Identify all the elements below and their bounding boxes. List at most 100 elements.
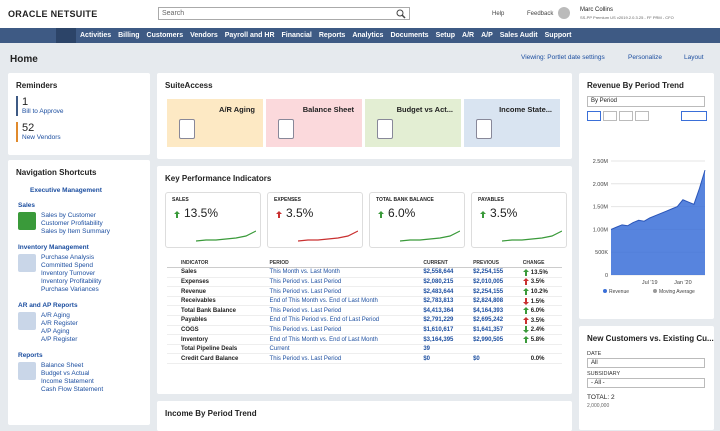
shortcut-top[interactable]: Executive Management bbox=[30, 187, 102, 194]
user-name[interactable]: Marc Collins bbox=[580, 7, 614, 13]
help[interactable]: Help bbox=[492, 11, 505, 17]
shortcut-link[interactable]: Sales by Customer bbox=[41, 212, 96, 219]
tile-icon bbox=[377, 119, 393, 139]
tile-label: A/R Aging bbox=[219, 105, 255, 114]
viewing[interactable]: Viewing: Portlet date settings bbox=[521, 54, 605, 61]
search-icon[interactable] bbox=[396, 9, 406, 19]
period[interactable]: This Period vs. Last Period bbox=[269, 307, 342, 314]
suite-tile[interactable]: Budget vs Act... bbox=[365, 99, 461, 147]
search-box[interactable]: Search bbox=[158, 7, 410, 20]
suite-tile[interactable]: Income State... bbox=[464, 99, 560, 147]
arrow-shape bbox=[522, 307, 529, 315]
change-arrow bbox=[276, 211, 282, 218]
nav-item[interactable]: Customers bbox=[146, 32, 184, 39]
nav-item[interactable]: Reports bbox=[318, 32, 346, 39]
feedback[interactable]: Feedback bbox=[527, 11, 554, 17]
nav-item[interactable]: Support bbox=[544, 32, 572, 39]
period[interactable]: This Period vs. Last Period bbox=[269, 326, 342, 333]
shortcut-link[interactable]: Inventory Turnover bbox=[41, 270, 96, 277]
tile-label: Budget vs Act... bbox=[396, 105, 453, 114]
nav-item[interactable]: Financial bbox=[281, 32, 312, 39]
reminder[interactable]: 52 New Vendors bbox=[16, 122, 150, 142]
reminder-label: Bill to Approve bbox=[22, 108, 64, 115]
shortcut-row: Purchase Analysis Committed Spend Inventor… bbox=[18, 254, 150, 294]
arrow-shape bbox=[174, 211, 180, 218]
shortcut-link[interactable]: Cash Flow Statement bbox=[41, 386, 104, 393]
chart-type-buttons bbox=[587, 111, 714, 121]
previous-value: $4,164,393 bbox=[473, 307, 504, 314]
previous-value: $2,254,155 bbox=[473, 288, 504, 295]
shortcut-link[interactable]: Sales by Item Summary bbox=[41, 228, 110, 235]
shortcut-link[interactable]: Budget vs Actual bbox=[41, 370, 90, 377]
shortcut-link[interactable]: Purchase Variances bbox=[41, 286, 99, 293]
shortcut-link[interactable]: Inventory Profitability bbox=[41, 278, 102, 285]
kpi-row: COGS This Period vs. Last Period $1,610,61… bbox=[167, 325, 562, 335]
nav-item[interactable]: Analytics bbox=[352, 32, 384, 39]
links: A/R Aging A/R Register A/P Aging A/P Regist… bbox=[41, 312, 78, 344]
shortcut-link[interactable]: Balance Sheet bbox=[41, 362, 84, 369]
period[interactable]: Current bbox=[269, 346, 290, 353]
nav-item[interactable]: Setup bbox=[435, 32, 456, 39]
nav-item[interactable]: A/P bbox=[481, 32, 493, 39]
period[interactable]: This Period vs. Last Period bbox=[269, 288, 342, 295]
subsidiary-select[interactable]: - All - bbox=[587, 378, 705, 388]
shortcut-link[interactable]: A/R Aging bbox=[41, 312, 70, 319]
suite-tile[interactable]: Balance Sheet bbox=[266, 99, 362, 147]
y-tick-label: 2.50M bbox=[593, 159, 609, 165]
period[interactable]: End of This Period vs. End of Last Perio… bbox=[269, 317, 380, 324]
period[interactable]: End of This Month vs. End of Last Month bbox=[269, 298, 378, 305]
reminder[interactable]: 1 Bill to Approve bbox=[16, 96, 150, 116]
revenue-chart: 0 500K 1.00M 1.50M 2.00M 2.50M Jul '19 Jan '20 R… bbox=[593, 159, 706, 295]
period[interactable]: This Period vs. Last Period bbox=[269, 355, 342, 362]
shortcut-link[interactable]: A/R Register bbox=[41, 320, 78, 327]
change bbox=[519, 344, 562, 354]
nav-item[interactable]: Billing bbox=[118, 32, 140, 39]
layout[interactable]: Layout bbox=[684, 54, 704, 61]
change: 2.4% bbox=[519, 325, 562, 335]
period-select[interactable]: By Period bbox=[587, 96, 705, 107]
nav-item[interactable]: Activities bbox=[80, 32, 112, 39]
legend-label: Moving Average bbox=[659, 289, 695, 295]
chart-type-button[interactable] bbox=[619, 111, 633, 121]
personalize[interactable]: Personalize bbox=[628, 54, 662, 61]
period[interactable]: End of This Month vs. End of Last Month bbox=[269, 336, 378, 343]
header: ORACLE NETSUITE Search Help Feedback Mar… bbox=[0, 0, 720, 28]
indicator: Credit Card Balance bbox=[181, 355, 239, 362]
tile-icon bbox=[476, 119, 492, 139]
period[interactable]: This Month vs. Last Month bbox=[269, 269, 340, 276]
links: Sales by Customer Customer Profitability S… bbox=[41, 212, 110, 236]
chart-type-button[interactable] bbox=[587, 111, 601, 121]
change-value: 0.0% bbox=[530, 355, 545, 362]
avatar[interactable] bbox=[558, 7, 570, 19]
chart-type-button[interactable] bbox=[681, 111, 707, 121]
date-select[interactable]: All bbox=[587, 358, 705, 368]
suite-tile[interactable]: A/R Aging bbox=[167, 99, 263, 147]
axis-top: 2,000,000 bbox=[587, 403, 610, 409]
kpi-panel: Key Performance Indicators SALES 13.5% EXPE… bbox=[157, 166, 572, 394]
shortcut-link[interactable]: A/P Aging bbox=[41, 328, 70, 335]
shortcut-link[interactable]: Committed Spend bbox=[41, 262, 94, 269]
nav-item[interactable]: Sales Audit bbox=[499, 32, 538, 39]
shortcut-row: A/R Aging A/R Register A/P Aging A/P Regist… bbox=[18, 312, 150, 344]
home-tab[interactable] bbox=[56, 28, 76, 43]
shortcut-link[interactable]: Purchase Analysis bbox=[41, 254, 95, 261]
nav-item[interactable]: Payroll and HR bbox=[224, 32, 275, 39]
shortcuts-panel: Navigation Shortcuts Executive Management… bbox=[8, 160, 150, 425]
table-header: INDICATOR PERIOD CURRENT PREVIOUS CHANGE bbox=[167, 258, 562, 268]
sparkline bbox=[298, 230, 358, 242]
sparkline-line bbox=[400, 230, 460, 242]
previous: $4,164,393 bbox=[469, 306, 519, 316]
shortcut-link[interactable]: Customer Profitability bbox=[41, 220, 103, 227]
chart-type-button[interactable] bbox=[635, 111, 649, 121]
shortcut-link[interactable]: Income Statement bbox=[41, 378, 94, 385]
change-value: 13.5% bbox=[530, 269, 548, 276]
shortcut-link[interactable]: A/P Register bbox=[41, 336, 78, 343]
nav-item[interactable]: Documents bbox=[390, 32, 429, 39]
period[interactable]: This Period vs. Last Period bbox=[269, 278, 342, 285]
indicator: Revenue bbox=[181, 288, 207, 295]
change: 5.8% bbox=[519, 335, 562, 345]
chart-type-button[interactable] bbox=[603, 111, 617, 121]
kpi-row: Sales This Month vs. Last Month $2,558,644… bbox=[167, 268, 562, 278]
nav-item[interactable]: Vendors bbox=[190, 32, 218, 39]
nav-item[interactable]: A/R bbox=[462, 32, 475, 39]
